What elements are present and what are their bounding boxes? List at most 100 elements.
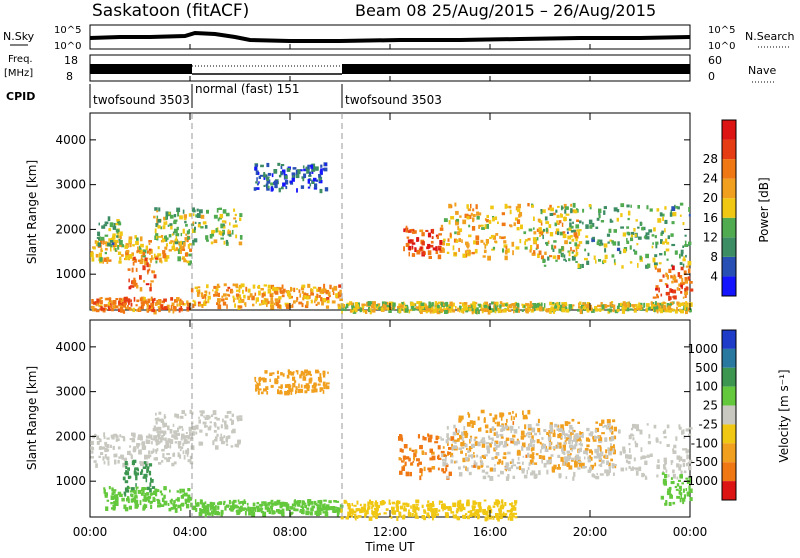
heatmap-cell	[180, 232, 183, 237]
heatmap-cell	[475, 248, 478, 254]
heatmap-cell	[200, 413, 204, 417]
heatmap-cell	[417, 434, 420, 439]
heatmap-cell	[522, 455, 525, 458]
heatmap-cell	[174, 434, 178, 437]
heatmap-cell	[295, 390, 298, 393]
heatmap-cell	[171, 302, 175, 306]
heatmap-cell	[162, 420, 165, 425]
nave-label: Nave	[748, 64, 776, 77]
heatmap-cell	[265, 386, 269, 390]
freq-top-tick: 18	[64, 54, 78, 67]
heatmap-cell	[141, 441, 145, 447]
heatmap-cell	[302, 375, 306, 379]
heatmap-cell	[227, 435, 231, 439]
heatmap-cell	[685, 304, 689, 308]
heatmap-cell	[365, 513, 368, 516]
heatmap-cell	[385, 508, 389, 511]
heatmap-cell	[176, 226, 179, 231]
heatmap-cell	[371, 309, 376, 313]
heatmap-cell	[532, 306, 534, 311]
heatmap-cell	[468, 446, 473, 449]
heatmap-cell	[471, 251, 475, 255]
heatmap-cell	[622, 301, 626, 307]
heatmap-cell	[595, 421, 599, 424]
heatmap-cell	[263, 172, 266, 176]
colorbar-tick-label: -1000	[683, 474, 718, 488]
heatmap-cell	[192, 213, 195, 217]
heatmap-cell	[145, 461, 149, 466]
heatmap-cell	[463, 426, 466, 430]
heatmap-cell	[211, 229, 216, 234]
heatmap-cell	[152, 496, 155, 501]
heatmap-cell	[568, 465, 573, 470]
heatmap-cell	[356, 500, 359, 505]
heatmap-cell	[609, 469, 611, 473]
heatmap-cell	[163, 494, 166, 499]
heatmap-cell	[418, 308, 422, 312]
heatmap-cell	[391, 305, 396, 310]
heatmap-cell	[656, 208, 660, 212]
heatmap-cell	[646, 423, 649, 426]
heatmap-cell	[584, 248, 587, 252]
heatmap-cell	[209, 501, 213, 506]
heatmap-cell	[98, 222, 100, 226]
heatmap-cell	[173, 461, 177, 465]
heatmap-cell	[204, 501, 207, 504]
heatmap-cell	[410, 462, 413, 466]
heatmap-cell	[296, 169, 301, 175]
heatmap-cell	[509, 513, 511, 518]
heatmap-cell	[260, 510, 264, 514]
heatmap-cell	[687, 276, 691, 280]
heatmap-cell	[196, 213, 201, 218]
heatmap-cell	[542, 209, 546, 213]
heatmap-cell	[543, 264, 547, 267]
heatmap-cell	[384, 301, 387, 305]
heatmap-cell	[465, 453, 467, 457]
heatmap-cell	[137, 259, 141, 262]
heatmap-cell	[529, 443, 533, 448]
heatmap-cell	[496, 504, 499, 508]
heatmap-cell	[660, 239, 663, 244]
heatmap-cell	[551, 244, 554, 250]
heatmap-cell	[663, 251, 666, 256]
heatmap-cell	[104, 251, 107, 255]
heatmap-cell	[310, 507, 314, 512]
heatmap-cell	[664, 283, 668, 286]
heatmap-cell	[377, 303, 381, 306]
heatmap-cell	[125, 465, 128, 470]
heatmap-cell	[93, 301, 97, 305]
heatmap-cell	[512, 421, 515, 425]
heatmap-cell	[327, 371, 329, 374]
heatmap-cell	[350, 302, 354, 306]
heatmap-cell	[264, 511, 266, 516]
heatmap-cell	[486, 214, 489, 219]
heatmap-cell	[523, 231, 527, 235]
heatmap-cell	[370, 301, 374, 305]
heatmap-cell	[293, 500, 296, 505]
heatmap-cell	[605, 449, 608, 454]
heatmap-cell	[281, 284, 284, 289]
heatmap-cell	[295, 300, 298, 303]
heatmap-cell	[313, 383, 317, 387]
heatmap-cell	[191, 426, 195, 431]
heatmap-cell	[284, 302, 289, 305]
heatmap-cell	[491, 437, 494, 442]
heatmap-cell	[403, 246, 405, 252]
heatmap-cell	[200, 226, 204, 229]
heatmap-cell	[325, 504, 330, 510]
heatmap-cell	[308, 171, 312, 176]
heatmap-cell	[686, 302, 689, 305]
heatmap-cell	[596, 217, 600, 221]
heatmap-cell	[181, 502, 185, 506]
heatmap-cell	[689, 488, 693, 493]
heatmap-cell	[362, 507, 366, 511]
heatmap-cell	[217, 426, 220, 430]
heatmap-cell	[566, 228, 571, 231]
heatmap-cell	[671, 265, 675, 271]
heatmap-cell	[441, 304, 444, 307]
heatmap-cell	[464, 443, 468, 448]
heatmap-cell	[145, 435, 149, 439]
heatmap-cell	[156, 426, 160, 431]
heatmap-cell	[401, 466, 405, 471]
heatmap-cell	[191, 207, 195, 212]
